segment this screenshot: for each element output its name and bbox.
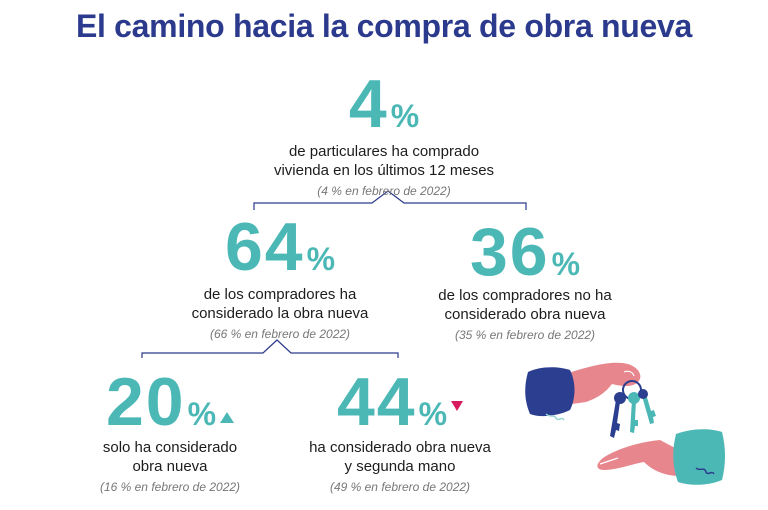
trend-up-icon <box>220 412 235 423</box>
stat-considered-new: 64% <box>155 213 405 281</box>
node-new-and-used: 44% ha considerado obra nueva y segunda … <box>285 368 515 494</box>
description-line: de los compradores no ha <box>438 287 612 304</box>
reference-note: (66 % en febrero de 2022) <box>209 327 351 341</box>
stat-only-new: 20% <box>60 368 280 436</box>
description-line: de los compradores ha <box>203 286 357 303</box>
stat-value: 36 <box>469 214 550 290</box>
description-line: vivienda en los últimos 12 meses <box>273 162 495 179</box>
stat-unit: % <box>187 396 217 432</box>
trend-down-icon <box>451 401 464 411</box>
description: ha considerado obra nueva y segunda mano <box>285 438 515 476</box>
description: solo ha considerado obra nueva <box>60 438 280 476</box>
description-line: y segunda mano <box>344 458 456 475</box>
description: de particulares ha comprado vivienda en … <box>234 142 534 180</box>
description-line: considerado obra nueva <box>444 306 606 323</box>
stat-value: 44 <box>336 364 417 440</box>
stat-unit: % <box>551 246 581 282</box>
node-only-new: 20% solo ha considerado obra nueva (16 %… <box>60 368 280 494</box>
node-not-considered-new: 36% de los compradores no ha considerado… <box>400 218 650 342</box>
stat-value: 64 <box>224 209 305 285</box>
reference-note: (4 % en febrero de 2022) <box>317 184 451 198</box>
connector-top-to-level2 <box>253 190 527 210</box>
node-recent-buyers: 4% de particulares ha comprado vivienda … <box>234 70 534 198</box>
stat-not-considered-new: 36% <box>400 218 650 286</box>
reference-note: (35 % en febrero de 2022) <box>454 328 596 342</box>
stat-unit: % <box>418 396 448 432</box>
hands-passing-keys-icon <box>525 362 725 485</box>
stat-unit: % <box>306 241 336 277</box>
page-title: El camino hacia la compra de obra nueva <box>75 8 693 44</box>
stat-recent-buyers: 4% <box>234 70 534 138</box>
description-line: ha considerado obra nueva <box>309 439 491 456</box>
description: de los compradores no ha considerado obr… <box>400 286 650 324</box>
description-line: solo ha considerado <box>102 439 238 456</box>
stat-new-and-used: 44% <box>285 368 515 436</box>
reference-note: (49 % en febrero de 2022) <box>329 480 471 494</box>
node-considered-new: 64% de los compradores ha considerado la… <box>155 213 405 341</box>
stat-value: 20 <box>105 364 186 440</box>
reference-note: (16 % en febrero de 2022) <box>99 480 241 494</box>
description-line: de particulares ha comprado <box>288 143 480 160</box>
description-line: considerado la obra nueva <box>191 305 369 322</box>
stat-value: 4 <box>348 66 389 142</box>
connector-level2-to-level3 <box>141 339 399 358</box>
description: de los compradores ha considerado la obr… <box>155 285 405 323</box>
stat-unit: % <box>390 98 420 134</box>
description-line: obra nueva <box>132 458 208 475</box>
